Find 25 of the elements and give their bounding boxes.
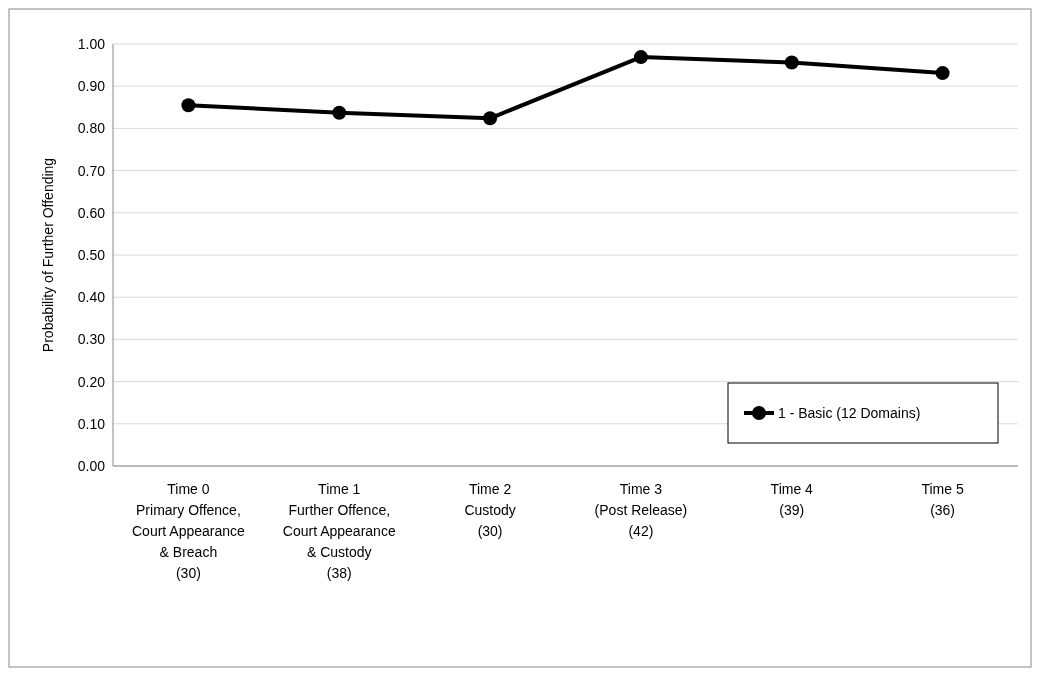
point — [483, 111, 498, 126]
x-tick-label: Time 5 (36) — [921, 481, 964, 518]
x-tick-label: Time 2 Custody (30) — [464, 481, 516, 539]
y-tick-label: 0.00 — [77, 457, 106, 474]
y-tick-label: 1.00 — [77, 35, 106, 52]
y-tick-label: 0.40 — [77, 289, 106, 306]
point — [181, 98, 196, 113]
x-tick-label: Time 3 (Post Release) (42) — [594, 481, 688, 539]
point — [332, 105, 347, 120]
legend-label: 1 - Basic (12 Domains) — [778, 404, 921, 421]
x-tick-label: Time 4 (39) — [770, 481, 814, 518]
y-tick-label: 0.90 — [77, 78, 106, 95]
x-tick-label: Time 0 Primary Offence, Court Appearance & Breach (30) — [131, 481, 246, 581]
y-axis-title: Probability of Further Offending — [40, 157, 56, 353]
y-tick-label: 0.80 — [77, 120, 106, 137]
x-tick-label: Time 1 Further Offence, Court Appearance & Custody (38) — [282, 481, 396, 581]
point — [633, 50, 648, 65]
y-tick-label: 0.50 — [77, 246, 106, 263]
y-tick-label: 0.30 — [77, 331, 106, 348]
point — [784, 55, 799, 70]
y-tick-label: 0.70 — [77, 162, 106, 179]
point — [935, 66, 950, 81]
y-tick-label: 0.10 — [77, 415, 106, 432]
y-tick-label: 0.60 — [77, 204, 106, 221]
y-tick-label: 0.20 — [77, 373, 106, 390]
